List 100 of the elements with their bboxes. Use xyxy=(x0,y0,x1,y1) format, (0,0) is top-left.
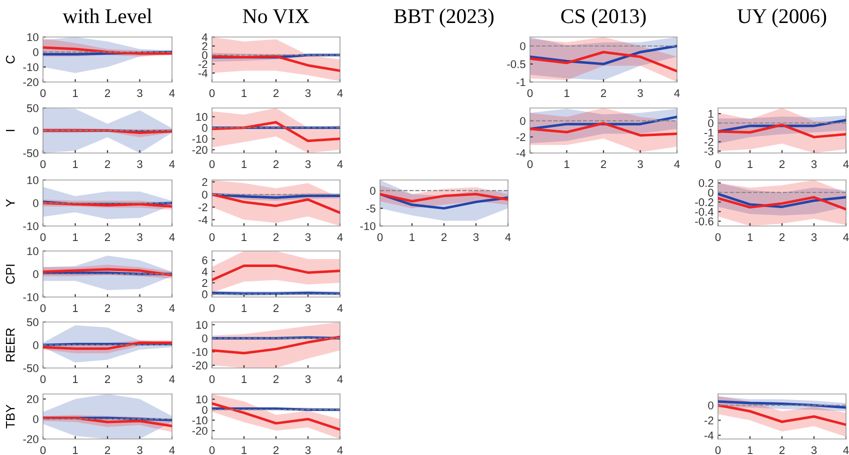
y-tick-label: -4 xyxy=(516,149,526,158)
y-tick-label: 0 xyxy=(708,188,714,197)
x-tick-label: 3 xyxy=(305,375,311,384)
y-tick-label: -3 xyxy=(704,147,714,156)
x-tick-label: 2 xyxy=(273,89,279,97)
y-tick-label: 0 xyxy=(708,402,714,410)
y-tick-label: 0 xyxy=(33,341,38,350)
y-tick-label: -50 xyxy=(23,149,38,158)
x-tick-label: 0 xyxy=(40,375,46,384)
x-tick-label: 0 xyxy=(40,304,46,312)
y-axis-title: I xyxy=(6,130,15,132)
y-tick-label: 50 xyxy=(26,318,38,326)
y-tick-label: -50 xyxy=(23,364,38,372)
x-tick-label: 1 xyxy=(242,304,247,312)
y-tick-label: 50 xyxy=(26,104,38,112)
y-tick-label: 0 xyxy=(520,42,526,50)
x-tick-label: 3 xyxy=(137,304,142,312)
x-tick-label: 3 xyxy=(305,304,311,312)
y-axis-title: TBY xyxy=(6,404,15,428)
x-tick-label: 4 xyxy=(337,89,343,97)
x-tick-label: 4 xyxy=(169,304,175,312)
y-tick-label: 0 xyxy=(520,117,526,125)
x-tick-label: 0 xyxy=(715,446,721,454)
y-tick-label: -0.2 xyxy=(695,198,714,206)
y-tick-label: 20 xyxy=(27,395,38,404)
y-tick-label: 10 xyxy=(196,320,208,329)
x-tick-label: 1 xyxy=(242,446,247,454)
x-tick-label: 3 xyxy=(638,89,643,98)
y-tick-label: 2 xyxy=(202,178,208,186)
y-tick-label: -10 xyxy=(23,63,38,72)
x-tick-label: 0 xyxy=(209,160,215,168)
x-tick-label: 3 xyxy=(638,160,643,168)
y-tick-label: -10 xyxy=(192,416,208,424)
x-tick-label: 3 xyxy=(811,233,817,242)
y-tick-label: 10 xyxy=(27,176,38,184)
x-tick-label: 3 xyxy=(137,375,142,384)
x-tick-label: 3 xyxy=(305,233,311,242)
x-tick-label: 2 xyxy=(273,160,279,168)
y-tick-label: 1 xyxy=(708,110,714,118)
y-tick-label: -2 xyxy=(704,138,714,146)
y-tick-label: -2 xyxy=(198,203,208,212)
x-tick-label: 0 xyxy=(209,375,215,384)
x-tick-label: 2 xyxy=(273,375,279,383)
y-tick-label: 0 xyxy=(33,199,38,208)
y-tick-label: 0.2 xyxy=(698,179,714,188)
y-tick-label: 10 xyxy=(196,113,208,121)
x-tick-label: 2 xyxy=(104,375,110,383)
x-tick-label: 4 xyxy=(337,233,343,241)
x-tick-label: 0 xyxy=(209,446,215,454)
y-tick-label: 0 xyxy=(370,186,376,195)
y-tick-label: 0 xyxy=(202,334,208,342)
y-axis-title: REER xyxy=(6,328,15,362)
x-tick-label: 3 xyxy=(305,89,311,98)
y-tick-label: 0 xyxy=(202,124,208,132)
x-tick-label: 4 xyxy=(337,160,343,168)
x-tick-label: 1 xyxy=(410,233,415,241)
x-tick-label: 2 xyxy=(600,160,606,168)
y-tick-label: 10 xyxy=(27,247,38,256)
x-tick-label: 3 xyxy=(473,233,479,242)
y-axis-title: CPI xyxy=(6,264,15,284)
x-tick-label: 2 xyxy=(600,89,606,97)
x-tick-label: 2 xyxy=(104,446,110,454)
x-tick-label: 0 xyxy=(209,233,215,242)
x-tick-label: 0 xyxy=(40,233,46,242)
y-tick-label: 10 xyxy=(196,396,208,404)
y-tick-label: 0 xyxy=(202,190,208,199)
y-tick-label: -20 xyxy=(23,78,38,86)
x-tick-label: 1 xyxy=(73,375,78,383)
x-tick-label: 3 xyxy=(137,89,142,98)
x-tick-label: 2 xyxy=(104,304,110,312)
y-tick-label: 4 xyxy=(202,268,208,276)
y-tick-label: -2 xyxy=(516,133,526,141)
x-tick-label: 2 xyxy=(273,446,279,454)
x-tick-label: 2 xyxy=(104,89,110,97)
x-tick-label: 3 xyxy=(811,160,817,168)
x-tick-label: 2 xyxy=(779,446,785,454)
y-tick-label: 0 xyxy=(708,119,714,128)
y-tick-label: 0 xyxy=(33,415,38,424)
chart-title: BBT (2023) xyxy=(394,8,494,28)
y-tick-label: -0.5 xyxy=(507,60,526,68)
x-tick-label: 1 xyxy=(748,446,753,454)
chart-title: No VIX xyxy=(242,9,310,24)
y-tick-label: -20 xyxy=(192,362,208,370)
x-tick-label: 2 xyxy=(441,233,447,241)
x-tick-label: 1 xyxy=(73,446,78,454)
x-tick-label: 4 xyxy=(337,446,343,454)
x-tick-label: 2 xyxy=(779,233,785,241)
x-tick-label: 0 xyxy=(715,233,721,242)
y-tick-label: -20 xyxy=(23,435,38,444)
x-tick-label: 2 xyxy=(779,160,785,168)
x-tick-label: 0 xyxy=(40,89,46,98)
y-tick-label: -2 xyxy=(198,60,208,68)
x-tick-label: 1 xyxy=(73,304,78,312)
x-tick-label: 2 xyxy=(273,304,279,312)
y-tick-label: -10 xyxy=(360,222,376,230)
y-tick-label: 2 xyxy=(202,42,208,50)
x-tick-label: 4 xyxy=(337,304,343,312)
x-tick-label: 0 xyxy=(209,304,215,312)
x-tick-label: 1 xyxy=(242,233,247,241)
x-tick-label: 3 xyxy=(305,160,311,168)
